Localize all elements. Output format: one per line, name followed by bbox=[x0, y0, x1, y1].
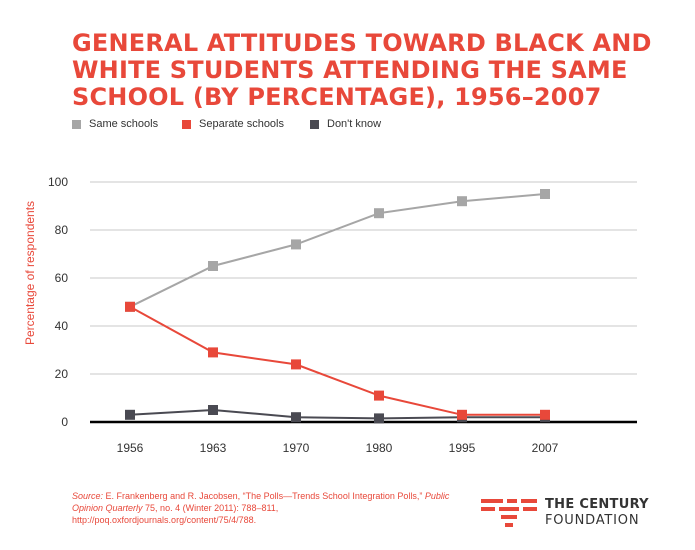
legend-label-same-schools: Same schools bbox=[89, 118, 159, 130]
chart-title: GENERAL ATTITUDES TOWARD BLACK AND WHITE… bbox=[72, 30, 672, 111]
y-tick-label-100: 100 bbox=[48, 175, 68, 189]
legend-label-separate-schools: Separate schools bbox=[199, 118, 284, 130]
title-line-3: SCHOOL (BY PERCENTAGE), 1956–2007 bbox=[72, 83, 602, 111]
x-tick-label-1963: 1963 bbox=[200, 441, 227, 455]
legend-item-dont-know: Don't know bbox=[310, 118, 381, 130]
data-point-same-schools-2007 bbox=[540, 189, 550, 199]
series-line-don-t-know bbox=[129, 408, 545, 420]
source-label: Source: bbox=[72, 491, 104, 501]
y-tick-label-20: 20 bbox=[55, 367, 69, 381]
source-text-1: E. Frankenberg and R. Jacobsen, “The Pol… bbox=[103, 491, 425, 501]
logo-line-1: THE CENTURY bbox=[545, 497, 649, 512]
data-point-separate-schools-1995 bbox=[457, 409, 467, 420]
data-point-same-schools-1970 bbox=[291, 239, 301, 250]
data-point-don-t-know-1963 bbox=[208, 405, 218, 415]
title-line-1: GENERAL ATTITUDES TOWARD BLACK AND bbox=[72, 29, 652, 57]
legend-swatch-same-schools bbox=[72, 119, 81, 129]
logo-wordmark: THE CENTURY FOUNDATION bbox=[545, 497, 649, 529]
logo-line-2: FOUNDATION bbox=[545, 513, 640, 528]
data-point-same-schools-1995 bbox=[457, 196, 467, 207]
data-point-don-t-know-1970 bbox=[291, 412, 301, 423]
data-point-don-t-know-1956 bbox=[125, 409, 135, 420]
data-point-separate-schools-1963 bbox=[208, 347, 218, 358]
x-tick-label-1995: 1995 bbox=[449, 441, 476, 455]
legend-swatch-separate-schools bbox=[182, 119, 191, 129]
source-text-2: 75, no. 4 (Winter 2011): 788–811, http:/… bbox=[72, 503, 279, 525]
legend-swatch-dont-know bbox=[310, 119, 319, 129]
x-tick-label-1956: 1956 bbox=[117, 441, 144, 455]
legend-label-dont-know: Don't know bbox=[327, 118, 382, 130]
source-note: Source: E. Frankenberg and R. Jacobsen, … bbox=[72, 490, 462, 526]
x-tick-label-1970: 1970 bbox=[283, 441, 310, 455]
foundation-logo-icon bbox=[481, 499, 537, 527]
data-point-separate-schools-1956 bbox=[125, 301, 135, 312]
data-point-same-schools-1963 bbox=[208, 261, 218, 271]
y-tick-label-80: 80 bbox=[55, 223, 69, 237]
data-point-don-t-know-1980 bbox=[374, 413, 384, 424]
source-journal: Public Opinion Quarterly bbox=[72, 491, 450, 513]
legend-item-same-schools: Same schools bbox=[72, 118, 158, 130]
data-point-separate-schools-2007 bbox=[540, 409, 550, 420]
data-point-separate-schools-1970 bbox=[291, 359, 301, 370]
title-line-2: WHITE STUDENTS ATTENDING THE SAME bbox=[72, 56, 628, 84]
line-chart: 0 20 40 60 80 100 1956 1963 1970 1980 1995 2007 bbox=[48, 175, 637, 455]
century-foundation-logo: THE CENTURY FOUNDATION bbox=[481, 497, 681, 533]
y-tick-label-0: 0 bbox=[61, 415, 68, 429]
y-tick-label-60: 60 bbox=[55, 271, 69, 285]
legend-item-separate-schools: Separate schools bbox=[182, 118, 284, 130]
series-line-same-schools bbox=[129, 193, 546, 308]
y-tick-label-40: 40 bbox=[55, 319, 69, 333]
data-point-same-schools-1980 bbox=[374, 208, 384, 219]
x-tick-label-2007: 2007 bbox=[532, 441, 559, 455]
x-tick-label-1980: 1980 bbox=[366, 441, 393, 455]
data-point-separate-schools-1980 bbox=[374, 390, 384, 401]
series-line-separate-schools bbox=[129, 305, 545, 416]
